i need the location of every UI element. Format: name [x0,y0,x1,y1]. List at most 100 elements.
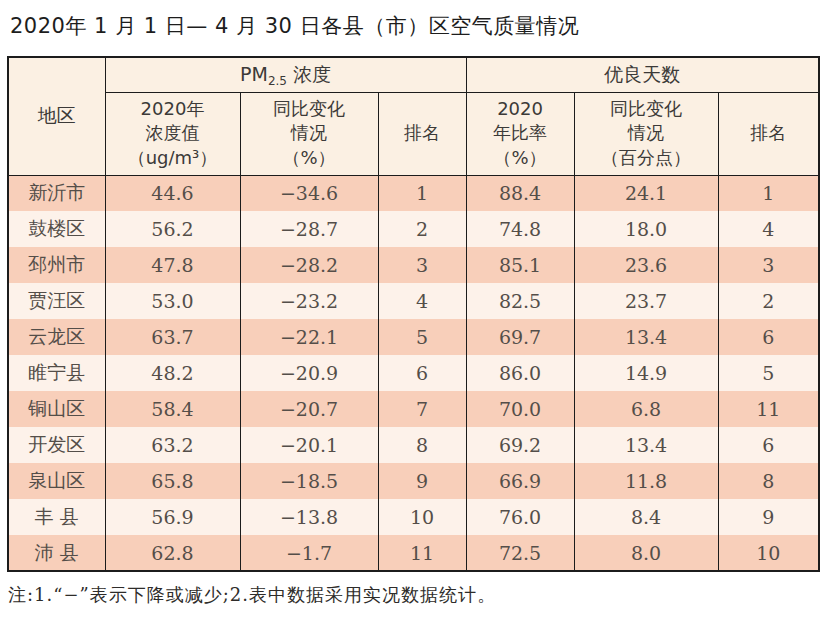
cell-good-change: 8.4 [574,499,718,535]
cell-good-change: 23.6 [574,247,718,283]
page-title: 2020年 1 月 1 日— 4 月 30 日各县（市）区空气质量情况 [7,8,818,40]
cell-good-rate: 76.0 [466,499,574,535]
cell-pm-change: −1.7 [240,535,378,571]
cell-region: 新沂市 [8,175,105,211]
table-row: 泉山区65.8−18.5966.911.88 [8,463,819,499]
table-body: 新沂市44.6−34.6188.424.11鼓楼区56.2−28.7274.81… [8,175,819,571]
cell-pm-rank: 10 [378,499,466,535]
cell-pm-rank: 3 [378,247,466,283]
table-row: 新沂市44.6−34.6188.424.11 [8,175,819,211]
cell-pm-change: −20.7 [240,391,378,427]
cell-pm-rank: 4 [378,283,466,319]
cell-pm-rank: 1 [378,175,466,211]
col-header-pm-rank: 排名 [378,92,466,175]
footnote: 注:1.“−”表示下降或减少;2.表中数据采用实况数据统计。 [7,583,818,607]
table-row: 邳州市47.8−28.2385.123.63 [8,247,819,283]
cell-pm-rank: 8 [378,427,466,463]
cell-region: 丰 县 [8,499,105,535]
cell-good-rank: 8 [718,463,819,499]
page: 2020年 1 月 1 日— 4 月 30 日各县（市）区空气质量情况 地区 P… [0,0,825,607]
pm25-label-suffix: 浓度 [287,63,331,85]
cell-region: 云龙区 [8,319,105,355]
cell-region: 邳州市 [8,247,105,283]
cell-good-rate: 88.4 [466,175,574,211]
cell-good-change: 13.4 [574,319,718,355]
cell-pm-rank: 11 [378,535,466,571]
cell-pm-rank: 6 [378,355,466,391]
cell-pm-value: 48.2 [105,355,240,391]
cell-good-rate: 70.0 [466,391,574,427]
table-row: 贾汪区53.0−23.2482.523.72 [8,283,819,319]
col-header-region: 地区 [8,57,105,175]
cell-good-change: 23.7 [574,283,718,319]
cell-good-change: 8.0 [574,535,718,571]
cell-good-rank: 1 [718,175,819,211]
cell-good-rate: 72.5 [466,535,574,571]
cell-region: 睢宁县 [8,355,105,391]
cell-region: 贾汪区 [8,283,105,319]
cell-good-rank: 4 [718,211,819,247]
cell-pm-value: 44.6 [105,175,240,211]
cell-pm-value: 56.2 [105,211,240,247]
cell-pm-value: 56.9 [105,499,240,535]
cell-good-rank: 2 [718,283,819,319]
table-row: 丰 县56.9−13.81076.08.49 [8,499,819,535]
cell-good-rate: 69.2 [466,427,574,463]
cell-pm-value: 53.0 [105,283,240,319]
table-row: 开发区63.2−20.1869.213.46 [8,427,819,463]
table-header: 地区 PM2.5 浓度 优良天数 2020年 浓度值 （ug/m³） 同比变化 … [8,57,819,175]
col-header-good-change: 同比变化 情况 （百分点） [574,92,718,175]
col-header-good-rate: 2020 年比率 （%） [466,92,574,175]
cell-good-rate: 86.0 [466,355,574,391]
cell-pm-change: −20.1 [240,427,378,463]
cell-good-rate: 74.8 [466,211,574,247]
cell-good-rank: 10 [718,535,819,571]
col-header-pm-change: 同比变化 情况 （%） [240,92,378,175]
cell-region: 沛 县 [8,535,105,571]
cell-pm-rank: 2 [378,211,466,247]
cell-pm-change: −18.5 [240,463,378,499]
pm25-label-prefix: PM [240,63,268,85]
cell-region: 鼓楼区 [8,211,105,247]
table-row: 沛 县62.8−1.71172.58.010 [8,535,819,571]
table-row: 云龙区63.7−22.1569.713.46 [8,319,819,355]
table-row: 睢宁县48.2−20.9686.014.95 [8,355,819,391]
cell-pm-change: −13.8 [240,499,378,535]
cell-good-rate: 69.7 [466,319,574,355]
cell-pm-rank: 9 [378,463,466,499]
cell-pm-change: −28.7 [240,211,378,247]
cell-good-rank: 6 [718,319,819,355]
pm25-label-subscript: 2.5 [268,74,287,88]
cell-pm-change: −20.9 [240,355,378,391]
table-row: 鼓楼区56.2−28.7274.818.04 [8,211,819,247]
cell-good-rank: 9 [718,499,819,535]
cell-region: 铜山区 [8,391,105,427]
cell-good-rank: 3 [718,247,819,283]
cell-good-change: 6.8 [574,391,718,427]
cell-pm-value: 65.8 [105,463,240,499]
col-group-good-days: 优良天数 [466,57,819,92]
cell-pm-value: 58.4 [105,391,240,427]
col-group-pm25: PM2.5 浓度 [105,57,466,92]
table-row: 铜山区58.4−20.7770.06.811 [8,391,819,427]
cell-good-change: 18.0 [574,211,718,247]
cell-pm-value: 47.8 [105,247,240,283]
cell-good-change: 14.9 [574,355,718,391]
cell-good-change: 11.8 [574,463,718,499]
cell-pm-rank: 7 [378,391,466,427]
cell-region: 泉山区 [8,463,105,499]
cell-pm-change: −28.2 [240,247,378,283]
col-header-pm-value: 2020年 浓度值 （ug/m³） [105,92,240,175]
col-header-good-rank: 排名 [718,92,819,175]
cell-good-rate: 85.1 [466,247,574,283]
cell-pm-value: 63.2 [105,427,240,463]
cell-pm-change: −22.1 [240,319,378,355]
cell-good-rate: 82.5 [466,283,574,319]
cell-pm-change: −34.6 [240,175,378,211]
cell-pm-change: −23.2 [240,283,378,319]
cell-pm-value: 62.8 [105,535,240,571]
cell-good-rank: 6 [718,427,819,463]
cell-good-rank: 5 [718,355,819,391]
cell-good-change: 24.1 [574,175,718,211]
cell-good-rank: 11 [718,391,819,427]
